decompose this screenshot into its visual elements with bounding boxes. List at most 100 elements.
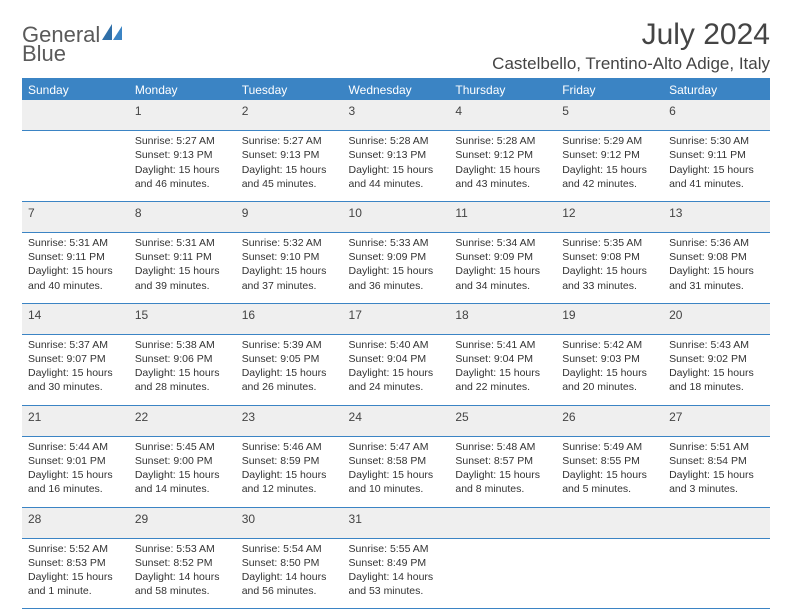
day-info-line: Sunrise: 5:29 AM (562, 134, 657, 148)
day-number: 10 (349, 205, 444, 221)
title-block: July 2024 Castelbello, Trentino-Alto Adi… (492, 18, 770, 74)
day-info-line: and 33 minutes. (562, 279, 657, 293)
weekday-header-row: Sunday Monday Tuesday Wednesday Thursday… (22, 80, 770, 100)
day-info-line: Sunrise: 5:28 AM (455, 134, 550, 148)
day-info-cell: Sunrise: 5:55 AMSunset: 8:49 PMDaylight:… (343, 538, 450, 609)
day-number: 21 (28, 409, 123, 425)
day-info-line: Sunset: 9:11 PM (135, 250, 230, 264)
day-info-line: and 5 minutes. (562, 482, 657, 496)
day-info-line: Daylight: 15 hours (455, 366, 550, 380)
day-number: 5 (562, 103, 657, 119)
day-info-line: Sunset: 9:00 PM (135, 454, 230, 468)
day-number: 31 (349, 511, 444, 527)
day-number: 24 (349, 409, 444, 425)
weekday-header: Monday (129, 80, 236, 100)
day-number: 29 (135, 511, 230, 527)
day-info-line: Daylight: 15 hours (669, 264, 764, 278)
day-info-line: Daylight: 15 hours (242, 366, 337, 380)
day-info-cell: Sunrise: 5:41 AMSunset: 9:04 PMDaylight:… (449, 334, 556, 405)
day-info-line: Sunrise: 5:45 AM (135, 440, 230, 454)
weekday-header: Tuesday (236, 80, 343, 100)
day-info-line: Sunrise: 5:30 AM (669, 134, 764, 148)
week-info-row: Sunrise: 5:27 AMSunset: 9:13 PMDaylight:… (22, 131, 770, 202)
day-info-line: Daylight: 14 hours (135, 570, 230, 584)
day-number: 25 (455, 409, 550, 425)
day-info-line: Daylight: 15 hours (349, 468, 444, 482)
day-info-cell: Sunrise: 5:42 AMSunset: 9:03 PMDaylight:… (556, 334, 663, 405)
week-info-row: Sunrise: 5:31 AMSunset: 9:11 PMDaylight:… (22, 233, 770, 304)
day-info-cell: Sunrise: 5:27 AMSunset: 9:13 PMDaylight:… (236, 131, 343, 202)
day-number: 23 (242, 409, 337, 425)
day-info-line: Sunset: 8:54 PM (669, 454, 764, 468)
day-info-line: Sunrise: 5:46 AM (242, 440, 337, 454)
day-info-line: Sunrise: 5:31 AM (135, 236, 230, 250)
day-info-cell: Sunrise: 5:54 AMSunset: 8:50 PMDaylight:… (236, 538, 343, 609)
day-info-line: Daylight: 14 hours (349, 570, 444, 584)
day-info-cell (449, 538, 556, 609)
day-number-cell: 4 (449, 100, 556, 131)
day-info-line: Daylight: 15 hours (135, 366, 230, 380)
day-info-line: Sunset: 8:50 PM (242, 556, 337, 570)
day-number: 1 (135, 103, 230, 119)
day-info-line: Sunset: 9:12 PM (562, 148, 657, 162)
day-number-cell: 25 (449, 405, 556, 436)
day-info-line: and 1 minute. (28, 584, 123, 598)
day-number-cell: 17 (343, 303, 450, 334)
day-number: 7 (28, 205, 123, 221)
weekday-header: Saturday (663, 80, 770, 100)
day-info-line: Daylight: 15 hours (669, 366, 764, 380)
day-info-line: and 12 minutes. (242, 482, 337, 496)
day-number-cell (663, 507, 770, 538)
day-info-line: Sunset: 9:11 PM (28, 250, 123, 264)
day-info-cell: Sunrise: 5:44 AMSunset: 9:01 PMDaylight:… (22, 436, 129, 507)
week-info-row: Sunrise: 5:37 AMSunset: 9:07 PMDaylight:… (22, 334, 770, 405)
day-number-cell (556, 507, 663, 538)
day-info-line: Sunset: 9:05 PM (242, 352, 337, 366)
day-info-cell: Sunrise: 5:33 AMSunset: 9:09 PMDaylight:… (343, 233, 450, 304)
day-info-line: and 45 minutes. (242, 177, 337, 191)
day-info-line: Daylight: 15 hours (455, 468, 550, 482)
day-number-cell: 30 (236, 507, 343, 538)
day-number: 12 (562, 205, 657, 221)
day-info-line: Sunrise: 5:42 AM (562, 338, 657, 352)
day-info-line: and 58 minutes. (135, 584, 230, 598)
day-number-cell: 24 (343, 405, 450, 436)
week-daynum-row: 78910111213 (22, 201, 770, 232)
day-info-line: Daylight: 15 hours (562, 264, 657, 278)
day-info-line: Daylight: 15 hours (28, 264, 123, 278)
day-info-line: Sunset: 9:03 PM (562, 352, 657, 366)
day-info-cell: Sunrise: 5:31 AMSunset: 9:11 PMDaylight:… (129, 233, 236, 304)
header: General Blue July 2024 Castelbello, Tren… (22, 18, 770, 74)
day-info-line: Daylight: 15 hours (455, 264, 550, 278)
day-info-line: Sunset: 9:09 PM (455, 250, 550, 264)
day-info-line: Sunrise: 5:38 AM (135, 338, 230, 352)
day-number: 3 (349, 103, 444, 119)
day-info-cell: Sunrise: 5:31 AMSunset: 9:11 PMDaylight:… (22, 233, 129, 304)
day-number: 22 (135, 409, 230, 425)
day-info-line: Sunrise: 5:32 AM (242, 236, 337, 250)
day-info-line: Sunset: 9:12 PM (455, 148, 550, 162)
day-info-cell: Sunrise: 5:45 AMSunset: 9:00 PMDaylight:… (129, 436, 236, 507)
weekday-header: Sunday (22, 80, 129, 100)
day-info-line: Sunrise: 5:51 AM (669, 440, 764, 454)
day-number-cell: 14 (22, 303, 129, 334)
day-number: 4 (455, 103, 550, 119)
day-number: 28 (28, 511, 123, 527)
day-number: 30 (242, 511, 337, 527)
day-number: 15 (135, 307, 230, 323)
day-info-line: Sunset: 8:58 PM (349, 454, 444, 468)
month-title: July 2024 (492, 18, 770, 52)
day-info-cell: Sunrise: 5:47 AMSunset: 8:58 PMDaylight:… (343, 436, 450, 507)
day-info-line: Sunrise: 5:31 AM (28, 236, 123, 250)
day-info-cell: Sunrise: 5:35 AMSunset: 9:08 PMDaylight:… (556, 233, 663, 304)
day-info-line: Sunrise: 5:33 AM (349, 236, 444, 250)
day-info-line: and 40 minutes. (28, 279, 123, 293)
day-info-cell: Sunrise: 5:27 AMSunset: 9:13 PMDaylight:… (129, 131, 236, 202)
day-number-cell: 7 (22, 201, 129, 232)
day-info-line: Sunrise: 5:43 AM (669, 338, 764, 352)
day-info-line: and 46 minutes. (135, 177, 230, 191)
day-info-line: and 41 minutes. (669, 177, 764, 191)
day-info-line: Sunset: 8:55 PM (562, 454, 657, 468)
day-number-cell: 28 (22, 507, 129, 538)
day-number-cell: 9 (236, 201, 343, 232)
